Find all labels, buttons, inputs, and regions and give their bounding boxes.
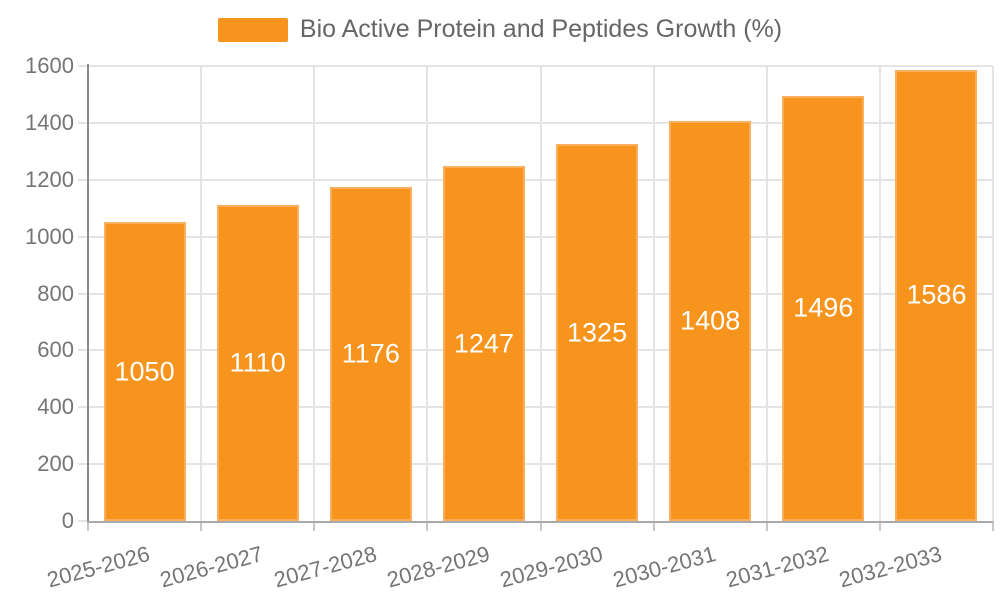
- x-tick-label: 2026-2027: [157, 541, 266, 593]
- bar-value-label: 1050: [114, 356, 175, 387]
- y-tick-label: 0: [61, 508, 74, 533]
- bar-value-label: 1325: [567, 317, 628, 348]
- bar-2028-2029: 1247: [442, 166, 525, 521]
- x-axis-line: [87, 521, 993, 523]
- x-tick-label: 2031-2032: [723, 541, 832, 593]
- y-axis-tick: [78, 121, 88, 124]
- x-axis-tick: [426, 521, 429, 531]
- y-axis-tick: [78, 292, 88, 295]
- y-tick-label: 1600: [25, 53, 74, 78]
- bar-value-label: 1176: [341, 338, 400, 369]
- x-tick-label: 2030-2031: [610, 541, 719, 593]
- x-axis-tick: [200, 521, 203, 531]
- v-gridline: [200, 66, 203, 521]
- bar-value-label: 1496: [793, 292, 854, 323]
- legend[interactable]: Bio Active Protein and Peptides Growth (…: [0, 15, 1000, 44]
- legend-swatch: [217, 17, 288, 42]
- y-axis-tick: [78, 520, 88, 522]
- x-axis-tick: [652, 521, 655, 531]
- x-tick-label: 2028-2029: [384, 541, 493, 593]
- y-tick-label: 1000: [25, 223, 74, 249]
- bar-2030-2031: 1408: [669, 120, 752, 521]
- y-tick-label: 800: [37, 280, 74, 306]
- y-tick-label: 1200: [25, 166, 74, 192]
- bar-value-label: 1110: [229, 347, 286, 378]
- bar-2029-2030: 1325: [556, 144, 639, 521]
- bar-value-label: 1247: [453, 328, 514, 359]
- v-gridline: [878, 66, 881, 521]
- x-axis-tick: [313, 521, 316, 531]
- v-gridline: [539, 66, 542, 521]
- v-gridline: [652, 66, 655, 521]
- bar-2027-2028: 1176: [329, 186, 412, 521]
- y-axis-tick: [78, 406, 88, 409]
- x-tick-label: 2025-2026: [44, 541, 153, 593]
- v-gridline: [765, 66, 768, 521]
- bar-2026-2027: 1110: [216, 205, 299, 521]
- x-tick-label: 2032-2033: [836, 541, 945, 593]
- y-axis-tick: [78, 178, 88, 181]
- x-tick-label: 2029-2030: [497, 541, 606, 593]
- x-axis-tick: [878, 521, 881, 531]
- y-tick-label: 1400: [25, 109, 74, 135]
- v-gridline: [426, 66, 429, 521]
- y-tick-label: 600: [37, 337, 74, 363]
- y-axis-tick: [78, 463, 88, 466]
- y-tick-label: 200: [37, 451, 74, 477]
- x-axis-tick: [87, 521, 89, 531]
- y-axis-tick: [78, 349, 88, 352]
- x-axis-tick: [992, 521, 994, 531]
- bar-value-label: 1408: [680, 305, 741, 336]
- x-tick-label: 2027-2028: [270, 541, 380, 593]
- x-axis-tick: [539, 521, 542, 531]
- bar-2025-2026: 1050: [103, 222, 186, 521]
- x-axis-tick: [765, 521, 768, 531]
- bar-value-label: 1586: [906, 279, 967, 310]
- v-gridline: [992, 66, 994, 521]
- y-tick-label: 400: [37, 394, 74, 420]
- bar-2032-2033: 1586: [895, 69, 978, 521]
- bar-2031-2032: 1496: [782, 95, 865, 521]
- y-axis-tick: [78, 235, 88, 238]
- y-axis-line: [87, 64, 89, 521]
- legend-label: Bio Active Protein and Peptides Growth (…: [299, 15, 783, 43]
- v-gridline: [313, 66, 316, 521]
- y-axis-tick: [78, 65, 88, 67]
